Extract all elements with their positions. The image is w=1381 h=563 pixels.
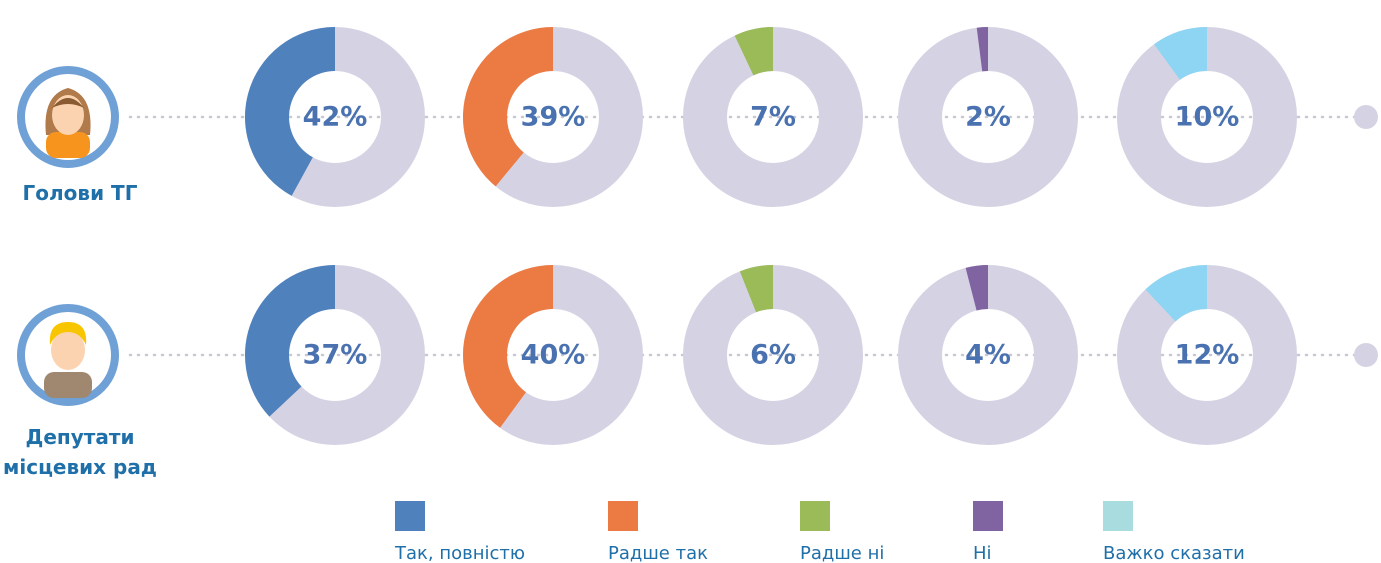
value-label: 39% (521, 102, 586, 133)
donut-segment (976, 27, 988, 72)
legend-label: Важко сказати (1103, 543, 1245, 563)
value-label: 37% (303, 340, 368, 371)
legend-swatch (800, 501, 830, 531)
value-label: 4% (965, 340, 1011, 371)
legend-swatch (973, 501, 1003, 531)
group-label: Голови ТГ (22, 181, 138, 205)
donut-segment (463, 265, 553, 428)
donut-segment (245, 265, 335, 417)
end-dot (1354, 343, 1378, 367)
legend-label: Ні (973, 543, 992, 563)
avatar-head (17, 66, 119, 168)
donut-segment (734, 27, 773, 76)
group-label: Депутати місцевих рад (3, 425, 157, 479)
donut-segment (245, 27, 335, 196)
value-label: 40% (521, 340, 586, 371)
legend-swatch (395, 501, 425, 531)
avatar-deputy (17, 304, 119, 406)
legend-swatch (608, 501, 638, 531)
legend-label: Радше ні (800, 543, 884, 563)
value-label: 7% (750, 102, 796, 133)
end-dot (1354, 105, 1378, 129)
value-label: 42% (303, 102, 368, 133)
donut-segment (739, 265, 773, 313)
donut-segment (1145, 265, 1207, 322)
value-label: 6% (750, 340, 796, 371)
legend-swatch (1103, 501, 1133, 531)
donut-segment (965, 265, 988, 311)
donut-segment (1154, 27, 1207, 80)
value-label: 10% (1175, 102, 1240, 133)
donut-segment (462, 27, 553, 187)
value-label: 12% (1175, 340, 1240, 371)
value-label: 2% (965, 102, 1011, 133)
legend-label: Радше так (608, 543, 708, 563)
legend-label: Так, повністю (394, 543, 525, 563)
